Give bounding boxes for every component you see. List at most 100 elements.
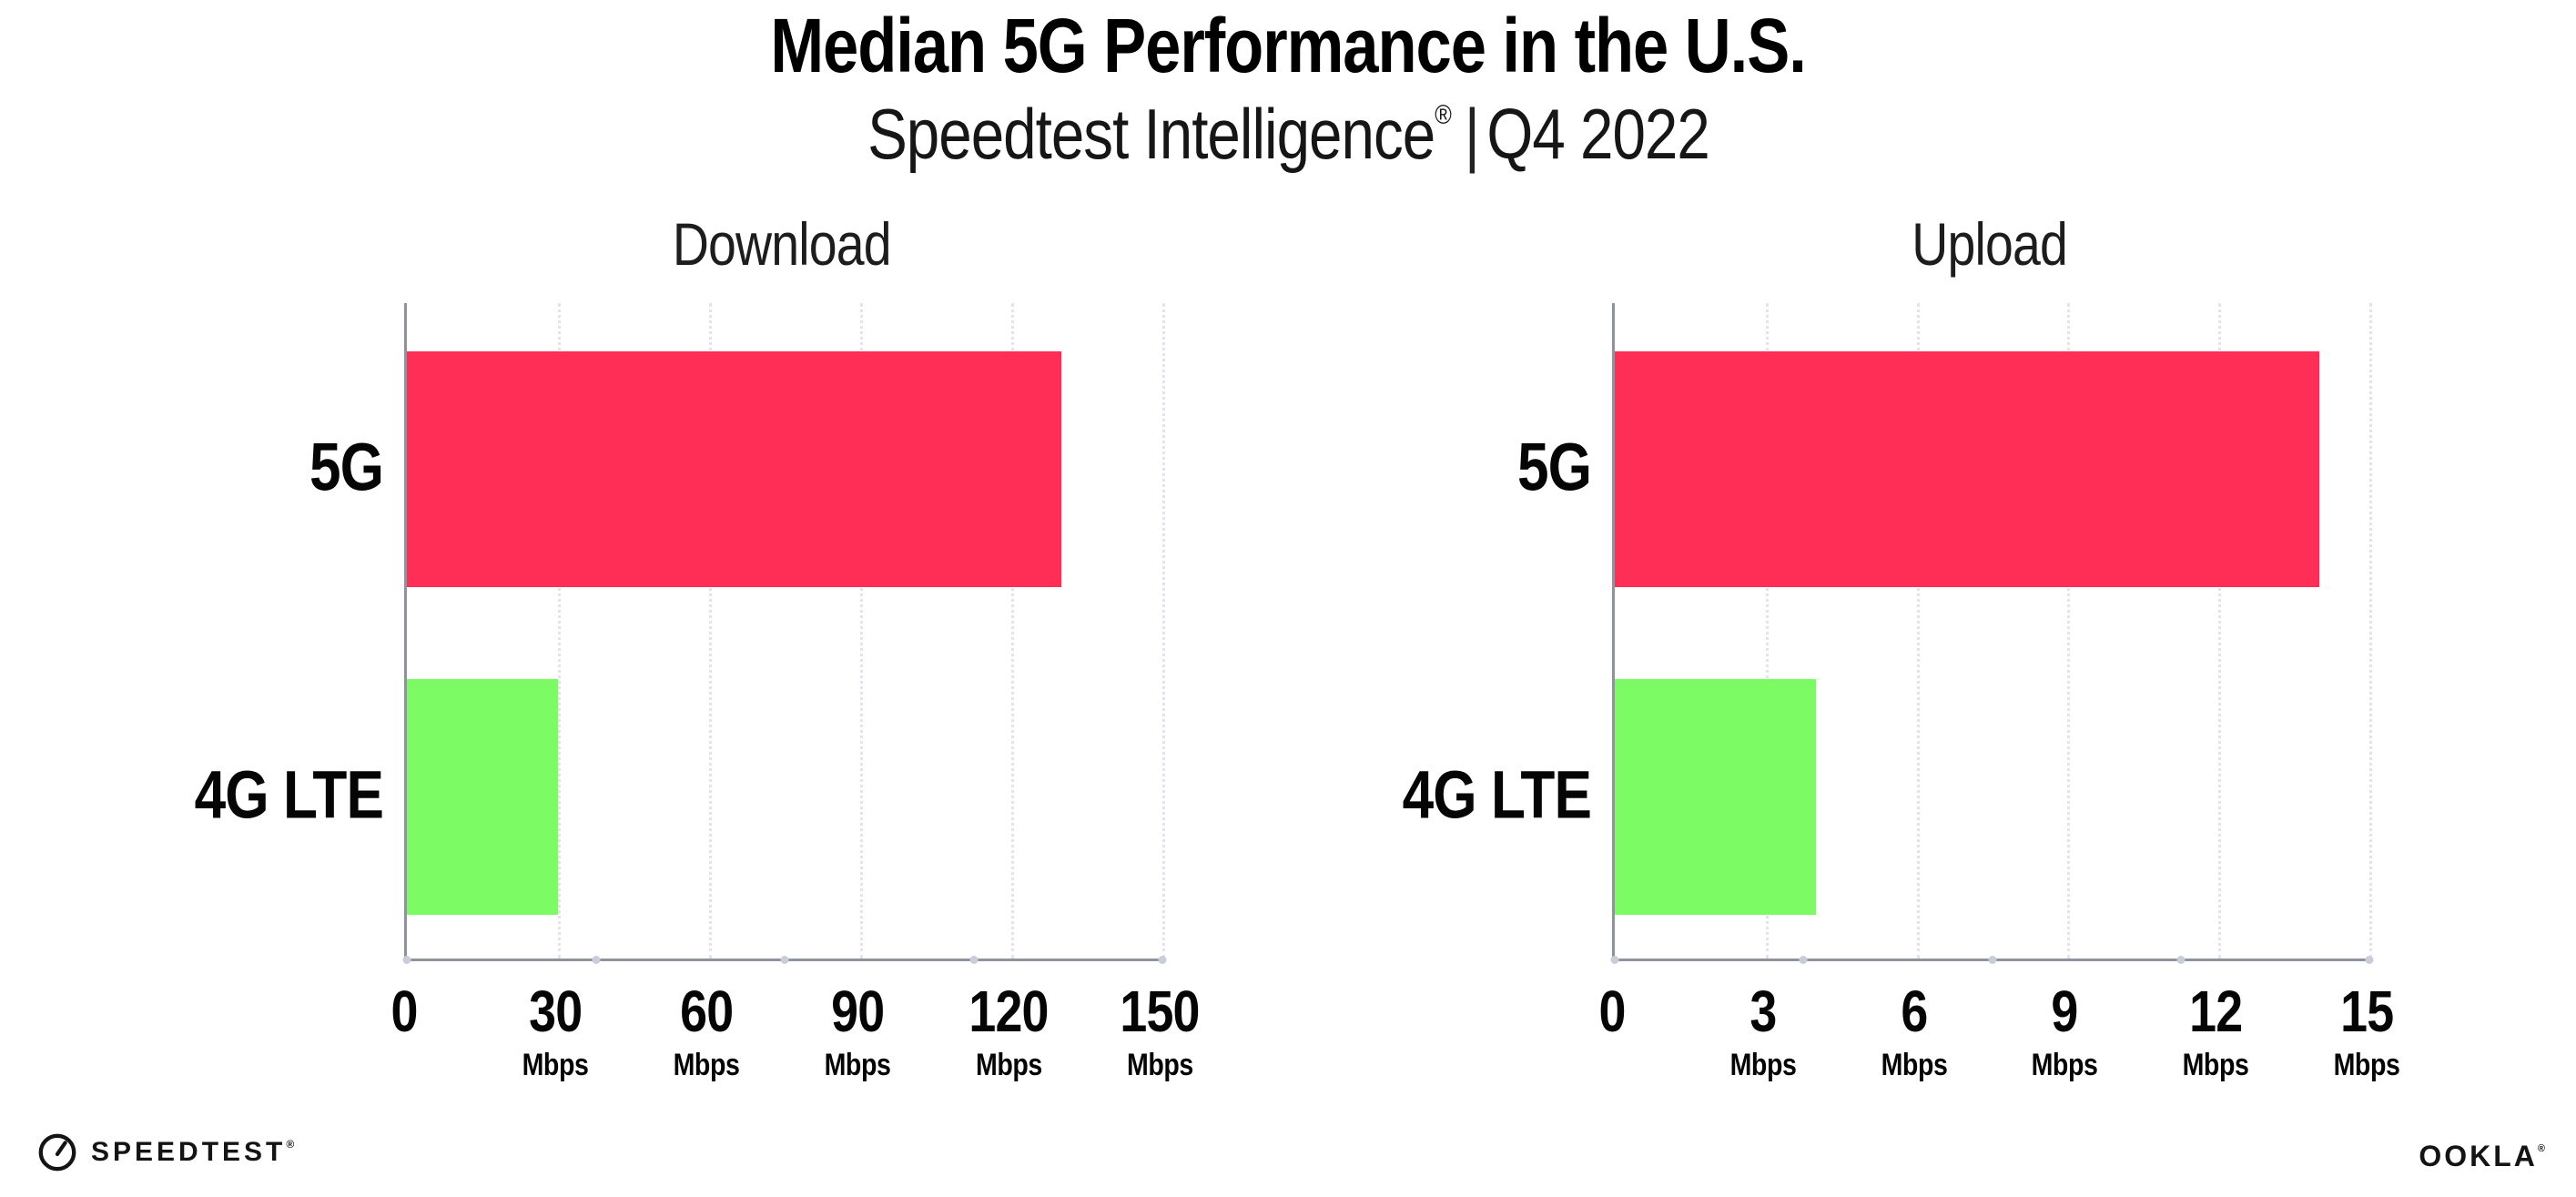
x-tick-unit: Mbps [2025, 1050, 2104, 1080]
baseline-dot [592, 956, 600, 964]
speedtest-wordmark: SPEEDTEST [91, 1137, 287, 1167]
x-tick-unit: Mbps [516, 1050, 595, 1080]
x-tick-value-text: 30 [528, 979, 583, 1044]
x-tick-value: 3 [1723, 982, 1802, 1040]
x-tick-unit-text: Mbps [1126, 1048, 1193, 1082]
gridline-3-mbps [1765, 303, 1769, 959]
gridline-120-mbps [1011, 303, 1014, 959]
x-tick-value-text: 12 [2189, 979, 2243, 1044]
download-chart-title-text: Download [673, 210, 892, 278]
category-label-text: 4G LTE [1402, 756, 1592, 833]
x-tick-value-text: 0 [1598, 979, 1626, 1044]
ookla-logo: OOKLA® [2419, 1140, 2545, 1173]
category-label-text: 5G [309, 429, 384, 505]
category-label-4g-lte: 4G LTE [158, 756, 384, 834]
x-tick-value: 150 [1112, 982, 1207, 1040]
x-tick-value-text: 90 [830, 979, 885, 1044]
x-tick-unit-text: Mbps [2031, 1048, 2098, 1082]
x-tick-unit: Mbps [818, 1050, 898, 1080]
upload-plot-area: 5G 4G LTE [1403, 303, 2374, 964]
gridline-90-mbps [860, 303, 863, 959]
x-tick-0: 0 [1597, 982, 1628, 1040]
x-tick-unit: Mbps [2176, 1050, 2256, 1080]
page-title: Median 5G Performance in the U.S. [0, 5, 2576, 86]
baseline-dot [1799, 956, 1808, 964]
x-tick-unit: Mbps [961, 1050, 1056, 1080]
upload-x-axis: 0 3 Mbps 6 Mbps 9 Mbps 12 Mbps 15 Mbps [1598, 982, 2399, 1101]
x-tick-30: 30 Mbps [516, 982, 595, 1080]
x-tick-unit-text: Mbps [2182, 1048, 2249, 1082]
header: Median 5G Performance in the U.S. Speedt… [0, 0, 2576, 169]
x-tick-unit-text: Mbps [824, 1048, 891, 1082]
x-tick-90: 90 Mbps [818, 982, 898, 1080]
x-tick-value-text: 0 [390, 979, 418, 1044]
baseline-dot [1988, 956, 1996, 964]
speedtest-logo-text: SPEEDTEST® [91, 1137, 294, 1168]
upload-chart-title: Upload [1612, 209, 2367, 279]
x-tick-6: 6 Mbps [1874, 982, 1953, 1080]
x-tick-value: 12 [2176, 982, 2256, 1040]
x-tick-value-text: 6 [1901, 979, 1928, 1044]
x-tick-0: 0 [389, 982, 421, 1040]
x-tick-unit: Mbps [1723, 1050, 1802, 1080]
upload-chart-title-text: Upload [1912, 210, 2068, 278]
x-tick-unit: Mbps [1112, 1050, 1207, 1080]
page-subtitle: Speedtest Intelligence® | Q4 2022 [0, 98, 2576, 169]
gridline-30-mbps [558, 303, 561, 959]
x-tick-value: 15 [2328, 982, 2407, 1040]
x-tick-12: 12 Mbps [2176, 982, 2256, 1080]
x-tick-value: 120 [961, 982, 1056, 1040]
x-tick-value: 9 [2025, 982, 2104, 1040]
ookla-logo-text: OOKLA® [2419, 1140, 2545, 1173]
x-tick-unit-text: Mbps [2333, 1048, 2400, 1082]
x-tick-unit-text: Mbps [673, 1048, 740, 1082]
gridline-12-mbps [2218, 303, 2222, 959]
ookla-registered-mark: ® [2537, 1143, 2545, 1154]
x-tick-unit-text: Mbps [975, 1048, 1042, 1082]
gridline-15-mbps [2369, 303, 2372, 959]
x-tick-value-text: 120 [969, 979, 1049, 1044]
bar-5g [1615, 350, 2319, 588]
gridline-150-mbps [1162, 303, 1165, 959]
download-chart-title: Download [404, 209, 1160, 279]
download-plot-area: 5G 4G LTE [195, 303, 1167, 964]
upload-chart: Upload 5G 4G LTE 0 3 Mbps 6 Mbps 9 Mbps 12 Mbps 15… [1403, 209, 2400, 1111]
x-tick-value-text: 150 [1120, 979, 1200, 1044]
page-subtitle-text: Speedtest Intelligence® | Q4 2022 [867, 98, 1710, 169]
gridline-9-mbps [2067, 303, 2071, 959]
baseline-dot [969, 956, 978, 964]
speedtest-registered-mark: ® [286, 1138, 295, 1151]
x-tick-value: 30 [516, 982, 595, 1040]
x-tick-unit: Mbps [2328, 1050, 2407, 1080]
ookla-wordmark: OOKLA [2419, 1140, 2538, 1172]
subtitle-separator: | [1464, 94, 1479, 175]
speedtest-gauge-icon [38, 1133, 76, 1172]
bar-5g [407, 350, 1062, 588]
category-label-text: 4G LTE [194, 756, 384, 833]
bar-4g-lte [1615, 678, 1817, 916]
category-label-4g-lte: 4G LTE [1366, 756, 1592, 834]
x-tick-value-text: 9 [2051, 979, 2079, 1044]
speedtest-logo: SPEEDTEST® [36, 1131, 294, 1173]
baseline-dot [2176, 956, 2186, 964]
x-tick-60: 60 Mbps [667, 982, 746, 1080]
baseline-dot [2365, 956, 2374, 964]
category-label-text: 5G [1516, 429, 1592, 505]
download-chart: Download 5G 4G LTE 0 30 Mbps 60 Mbps 90 Mbps 120… [195, 209, 1201, 1111]
bar-4g-lte [407, 678, 558, 916]
category-label-5g: 5G [1504, 429, 1592, 506]
x-tick-value-text: 3 [1749, 979, 1777, 1044]
baseline-dot [1158, 956, 1167, 964]
x-tick-value-text: 15 [2339, 979, 2394, 1044]
subtitle-period: Q4 2022 [1486, 94, 1709, 175]
x-tick-value: 6 [1874, 982, 1953, 1040]
x-tick-unit: Mbps [1874, 1050, 1953, 1080]
x-tick-value-text: 60 [679, 979, 734, 1044]
x-tick-value: 90 [818, 982, 898, 1040]
gridline-6-mbps [1916, 303, 1920, 959]
category-label-5g: 5G [296, 429, 384, 506]
x-tick-unit-text: Mbps [1881, 1048, 1948, 1082]
x-tick-15: 15 Mbps [2328, 982, 2407, 1080]
download-x-axis: 0 30 Mbps 60 Mbps 90 Mbps 120 Mbps 150 Mbps [390, 982, 1200, 1101]
